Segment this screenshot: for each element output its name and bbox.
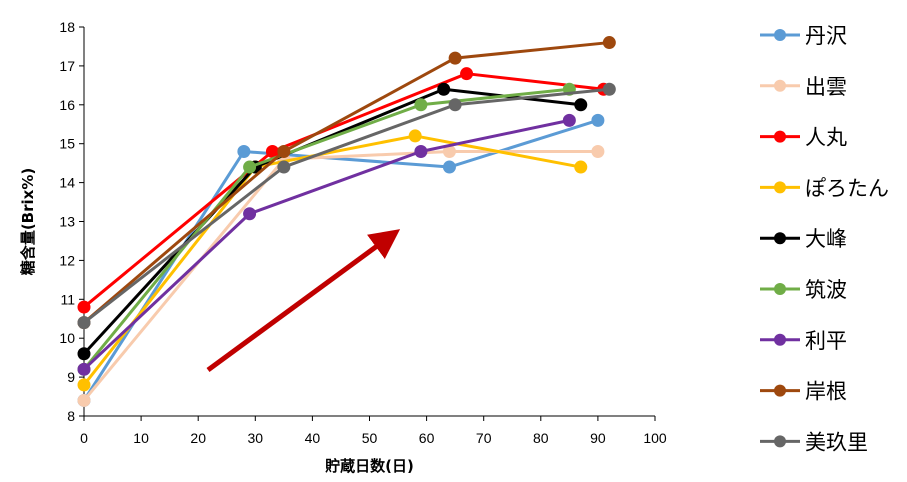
series-line [82, 87, 581, 355]
data-point [602, 82, 616, 96]
legend-swatch-marker [774, 283, 786, 295]
y-tick-label: 14 [59, 175, 75, 191]
trend-arrow [206, 229, 401, 373]
x-tick-label: 30 [248, 430, 264, 446]
data-point [460, 67, 474, 81]
legend-item: 岸根 [760, 380, 847, 404]
data-point [265, 144, 279, 158]
data-point [414, 98, 428, 112]
x-tick-label: 20 [190, 430, 206, 446]
data-point [591, 144, 605, 158]
legend-label: 利平 [805, 329, 847, 353]
legend-label: ぽろたん [805, 176, 889, 200]
legend-label: 大峰 [805, 227, 847, 251]
data-point [77, 316, 91, 330]
data-point [77, 300, 91, 314]
legend-swatch-marker [774, 232, 786, 245]
series-line [82, 134, 582, 386]
data-point [591, 113, 605, 127]
data-point [602, 36, 616, 50]
y-axis-title: 糖含量(Brix%) [19, 168, 37, 275]
y-tick-label: 8 [67, 408, 75, 424]
legend-item: 丹沢 [760, 24, 847, 48]
legend-item: 利平 [760, 329, 847, 353]
legend-item: 美玖里 [760, 430, 868, 454]
series-line [82, 87, 570, 371]
data-point [448, 98, 462, 112]
x-tick-label: 40 [305, 430, 321, 446]
legend-item: 出雲 [760, 75, 847, 99]
data-point [243, 207, 257, 221]
legend-label: 岸根 [805, 380, 847, 404]
y-tick-label: 17 [59, 58, 75, 74]
series-9 [77, 82, 616, 330]
x-tick-label: 90 [590, 430, 606, 446]
legend-swatch-marker [774, 79, 786, 92]
legend-swatch-marker [774, 29, 786, 41]
series-line [82, 118, 570, 371]
x-tick-label: 70 [476, 430, 492, 446]
data-point [77, 362, 91, 376]
y-tick-label: 13 [59, 214, 75, 230]
legend-item: 大峰 [760, 227, 847, 251]
series-line [83, 87, 610, 324]
y-tick-label: 12 [59, 252, 75, 268]
series-line [83, 72, 604, 309]
x-tick-label: 100 [643, 430, 667, 446]
series-group [77, 36, 616, 407]
y-tick-label: 11 [60, 291, 75, 307]
data-point [277, 144, 291, 158]
legend-label: 出雲 [805, 75, 847, 99]
legend-label: 丹沢 [805, 24, 847, 48]
data-point [277, 160, 291, 174]
legend-label: 人丸 [805, 126, 847, 150]
annotation-group [206, 229, 401, 373]
x-tick-label: 50 [362, 430, 378, 446]
data-point [437, 82, 451, 96]
data-point [77, 378, 91, 392]
data-point [77, 393, 91, 407]
data-point [442, 144, 456, 158]
legend-item: 筑波 [760, 278, 847, 302]
data-point [574, 160, 588, 174]
x-tick-label: 80 [533, 430, 549, 446]
legend-swatch-marker [774, 130, 786, 143]
y-tick-label: 16 [59, 97, 75, 113]
x-tick-label: 0 [80, 430, 88, 446]
y-tick-label: 9 [67, 369, 75, 385]
series-line [83, 41, 610, 324]
data-point [442, 160, 456, 174]
legend-swatch-marker [774, 333, 786, 346]
series-3 [77, 67, 611, 314]
data-point [237, 144, 251, 158]
data-point [243, 160, 257, 174]
series-line [82, 149, 598, 402]
data-point [574, 98, 588, 112]
data-point [408, 129, 422, 143]
y-tick-label: 10 [59, 330, 75, 346]
legend-label: 筑波 [805, 278, 847, 302]
series-4 [77, 129, 588, 392]
series-7 [77, 113, 576, 376]
legend-item: 人丸 [760, 126, 847, 150]
x-axis-title: 貯蔵日数(日) [325, 457, 414, 475]
y-tick-label: 18 [59, 19, 75, 35]
legend-swatch-marker [774, 435, 786, 448]
data-point [414, 144, 428, 158]
y-tick-label: 15 [59, 136, 75, 152]
series-line [82, 118, 599, 402]
data-point [77, 347, 91, 361]
x-tick-label: 10 [133, 430, 149, 446]
data-point [448, 51, 462, 65]
legend-label: 美玖里 [805, 430, 868, 454]
legend-swatch-marker [774, 384, 786, 397]
x-tick-label: 60 [419, 430, 435, 446]
data-point [562, 113, 576, 127]
legend-item: ぽろたん [760, 176, 889, 200]
legend-swatch-marker [774, 181, 786, 194]
axes: 8 9 10 11 12 13 14 15 16 17 18 0 10 20 30 40 50 60 70 80 90 1… [59, 19, 666, 446]
